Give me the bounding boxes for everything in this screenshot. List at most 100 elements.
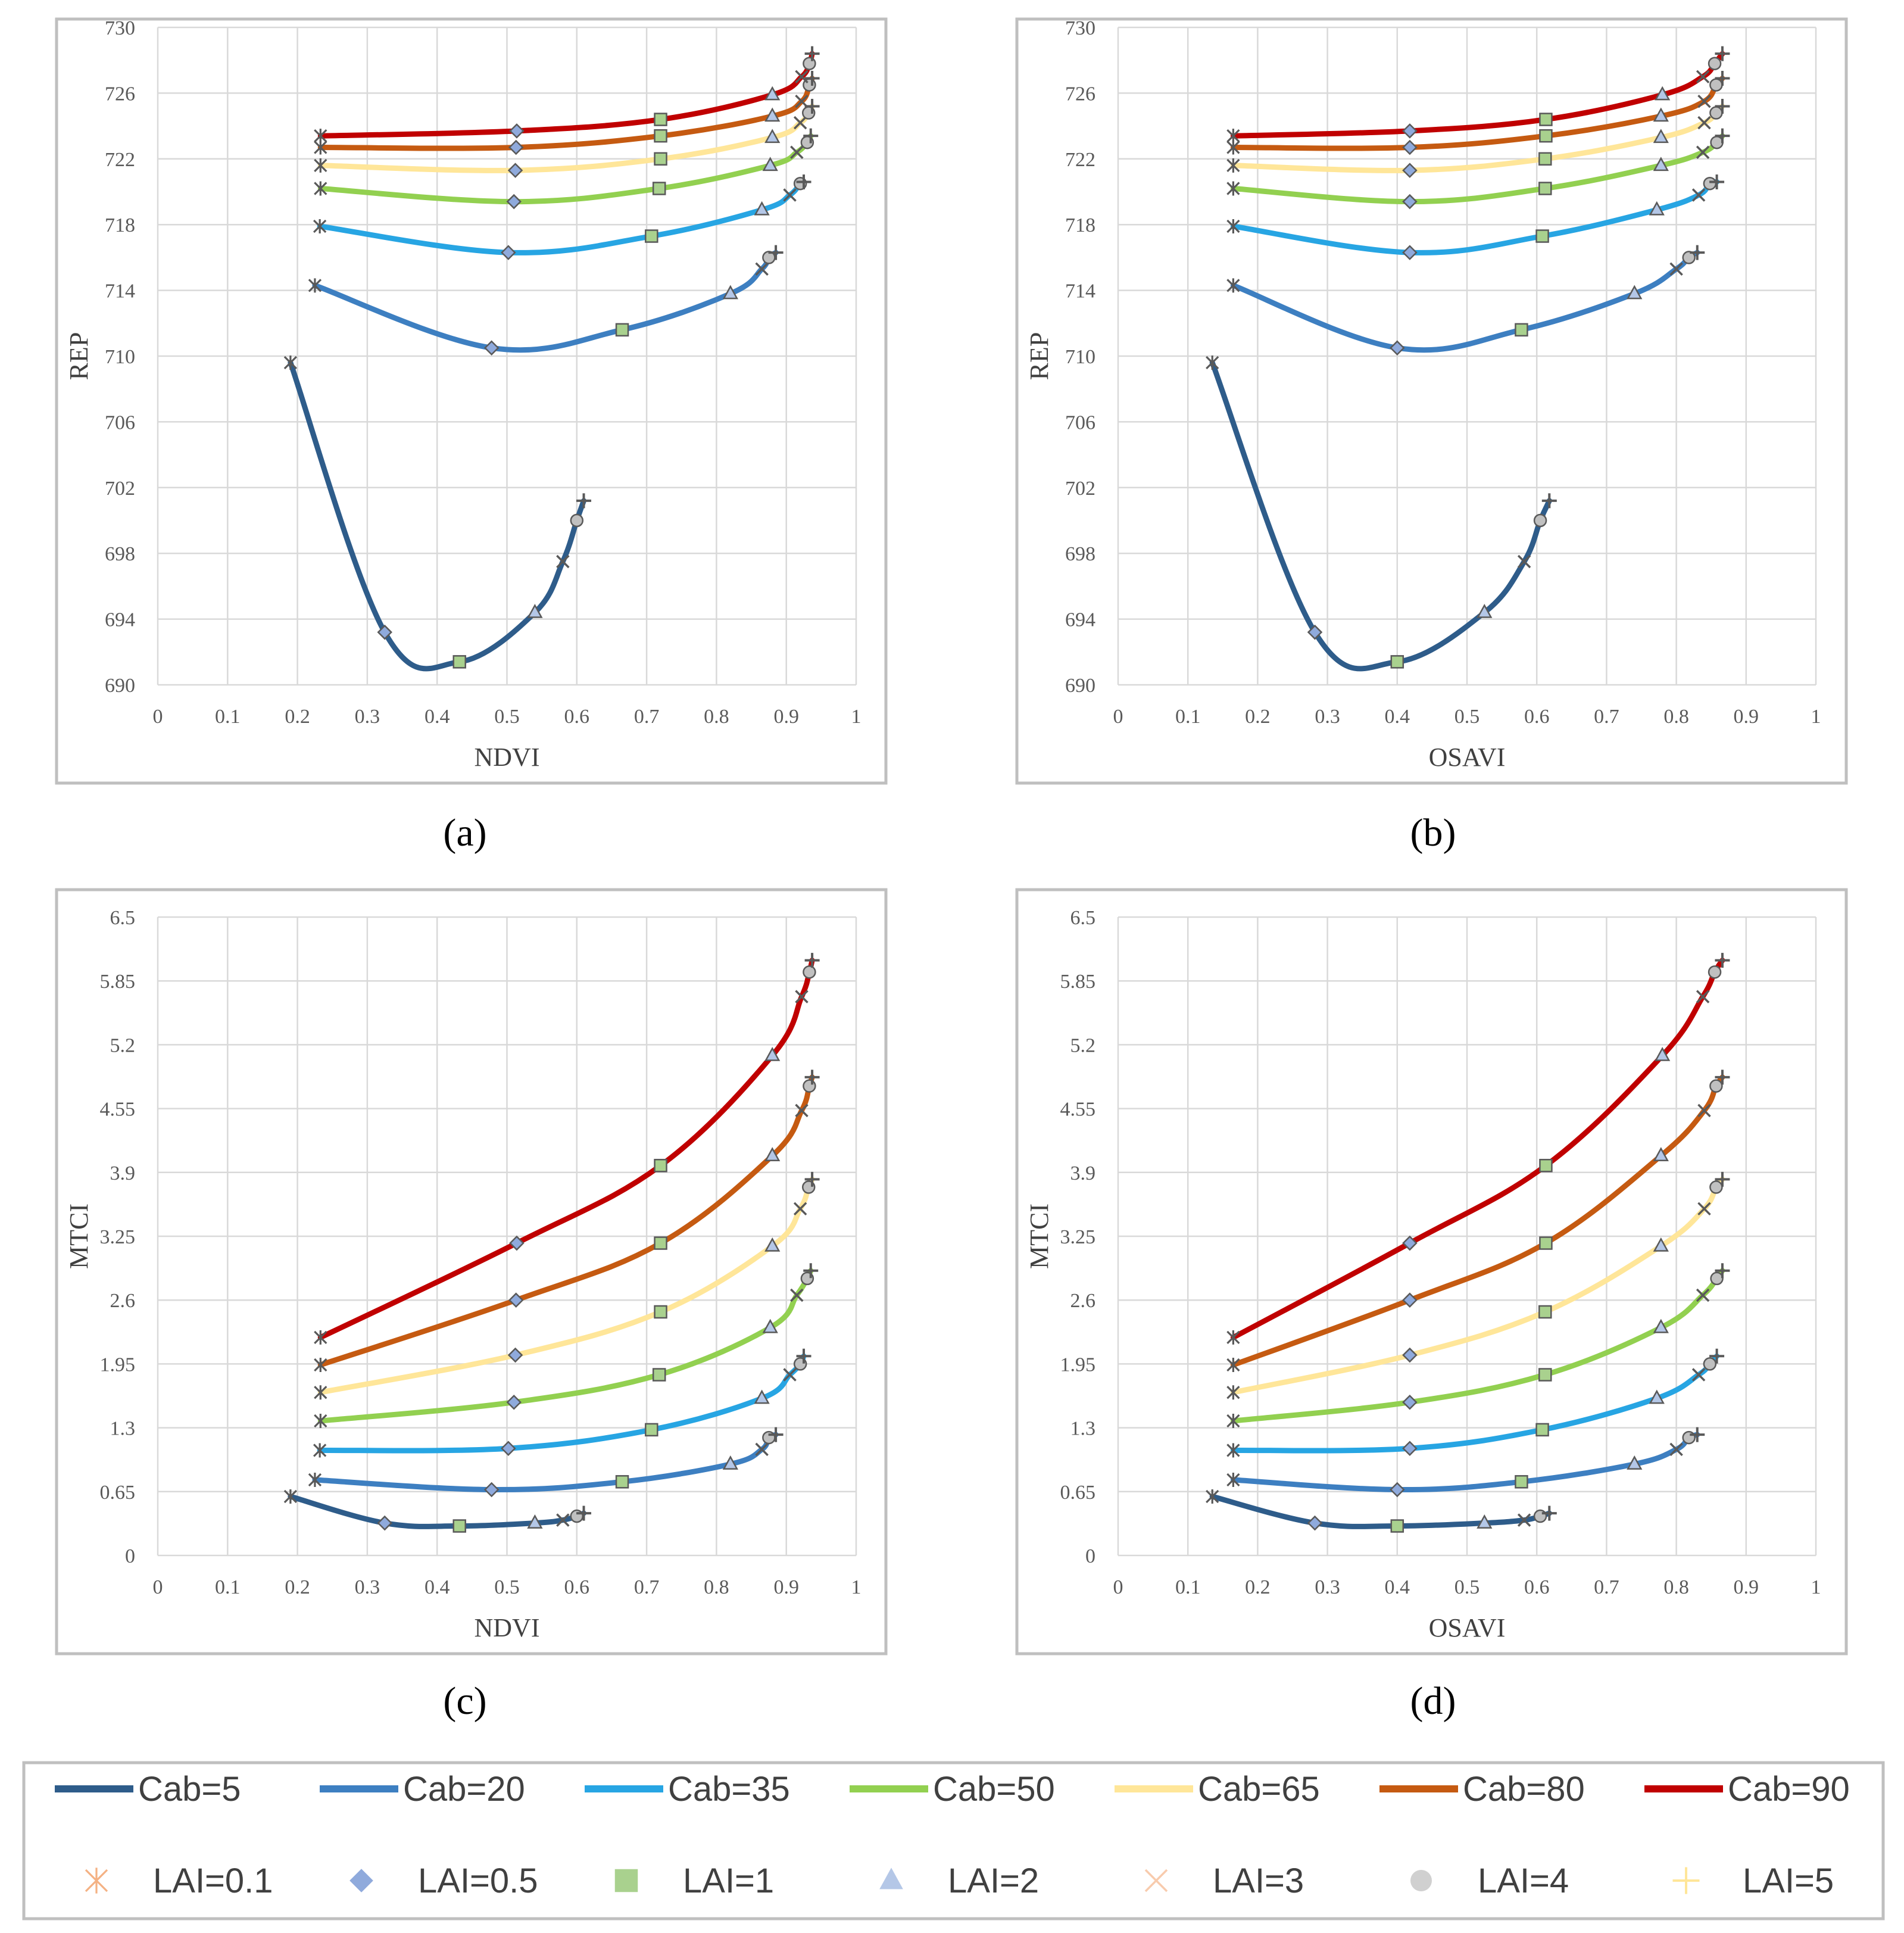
legend-marker-label: LAI=0.1 [153,1862,273,1900]
data-point-lai-0.1 [1226,278,1240,293]
data-point-lai-3 [793,116,807,130]
y-tick-label: 714 [105,280,135,303]
data-point-lai-5 [1541,493,1557,509]
data-point-lai-4 [803,1079,816,1093]
data-point-lai-0.1 [314,1358,327,1373]
data-point-lai-4 [762,1430,776,1445]
y-tick-label: 2.6 [1070,1290,1096,1312]
data-point-lai-5 [796,174,811,189]
data-point-lai-0.5 [1402,194,1418,210]
series-cab-80 [1226,71,1730,155]
x-tick-label: 0.6 [564,1576,590,1598]
data-point-lai-3 [783,188,797,202]
legend-marker-x [1144,1869,1168,1893]
data-point-lai-5 [1715,128,1730,144]
x-tick-label: 0.8 [1663,706,1689,728]
panel-a: 0 0.1 0.2 0.3 0.4 0.5 0.6 0.7 0.8 0.9 1 690 694 698 70… [55,17,888,855]
legend-line-label: Cab=90 [1728,1770,1850,1809]
panel-a-x-axis-title: NDVI [475,743,540,772]
x-tick-label: 0.4 [425,706,450,728]
data-point-lai-2 [764,1237,781,1252]
x-tick-label: 0 [1113,706,1123,728]
y-tick-label: 730 [105,17,135,39]
data-point-lai-2 [754,201,770,216]
data-point-lai-2 [1649,201,1665,216]
data-point-lai-3 [1691,1368,1706,1382]
x-tick-label: 0.5 [494,706,520,728]
data-point-lai-0.5 [507,1347,523,1363]
data-point-lai-1 [654,129,667,143]
x-tick-label: 0.9 [1734,1576,1759,1598]
series-cab-20 [1226,245,1705,356]
y-tick-label: 1.3 [1070,1418,1096,1440]
data-point-lai-0.5 [1402,1292,1418,1308]
data-point-lai-0.5 [509,1235,525,1251]
data-point-lai-3 [1697,94,1711,108]
data-point-lai-3 [1697,116,1711,130]
data-point-lai-5 [768,245,784,260]
data-point-lai-1 [1390,655,1404,669]
data-point-lai-0.1 [1226,158,1240,173]
data-point-lai-2 [1653,1147,1669,1162]
data-point-lai-5 [804,46,820,61]
y-tick-label: 5.2 [110,1034,136,1056]
data-point-lai-2 [1653,107,1669,122]
data-point-lai-2 [762,1318,778,1333]
y-tick-label: 726 [1065,83,1095,105]
data-point-lai-0.5 [506,194,522,210]
data-point-lai-2 [722,1455,738,1470]
data-point-lai-0.1 [1226,181,1240,196]
series-line [1230,1074,1725,1368]
data-point-lai-5 [576,1505,592,1521]
panel-c-series [283,953,820,1533]
x-tick-label: 0.7 [1594,1576,1619,1598]
data-point-lai-5 [1715,953,1730,968]
data-point-lai-2 [1477,1514,1493,1529]
data-point-lai-3 [795,70,809,84]
data-point-lai-4 [803,57,816,70]
panel-b-label: (b) [1410,811,1456,855]
x-tick-label: 0.9 [773,1576,799,1598]
series-line [317,1268,814,1424]
data-point-lai-0.1 [1206,356,1219,370]
series-cab-90 [314,46,820,144]
y-tick-label: 1.95 [100,1354,136,1376]
series-line [1230,1268,1725,1424]
series-cab-20 [308,245,784,356]
x-tick-label: 0.9 [773,706,799,728]
y-tick-label: 690 [1065,675,1095,697]
data-point-lai-5 [1715,1263,1730,1279]
data-point-lai-0.1 [283,356,298,370]
series-cab-5 [283,356,592,672]
y-tick-label: 5.85 [1060,971,1096,993]
panel-c-frame [55,888,888,1655]
data-point-lai-3 [795,990,809,1003]
y-tick-label: 0.65 [100,1482,136,1504]
data-point-lai-3 [1697,1202,1711,1216]
data-point-lai-5 [804,1070,820,1085]
series-cab-50 [314,1263,819,1429]
data-point-lai-0.1 [314,1330,327,1345]
data-point-lai-4 [1708,57,1722,70]
data-point-lai-0.5 [483,1482,500,1498]
data-point-lai-5 [1709,174,1725,189]
y-tick-label: 6.5 [1070,907,1096,929]
data-point-lai-4 [1710,1271,1724,1286]
x-tick-label: 0.1 [1175,706,1201,728]
y-tick-label: 722 [105,149,135,171]
panel-a-gridlines [157,26,857,686]
x-tick-label: 0.2 [285,1576,310,1598]
series-line [1230,1176,1725,1395]
data-point-lai-3 [1669,262,1683,276]
data-point-lai-2 [1653,1318,1669,1333]
panels: 0 0.1 0.2 0.3 0.4 0.5 0.6 0.7 0.8 0.9 1 690 694 698 70… [55,17,1848,1723]
x-tick-label: 0.5 [494,1576,520,1598]
data-point-lai-2 [722,285,738,300]
x-tick-label: 0 [153,1576,163,1598]
series-cab-35 [313,1348,811,1458]
data-point-lai-3 [783,1368,797,1382]
x-tick-label: 0.7 [634,706,660,728]
data-point-lai-5 [1690,245,1705,260]
y-tick-label: 6.5 [110,907,136,929]
